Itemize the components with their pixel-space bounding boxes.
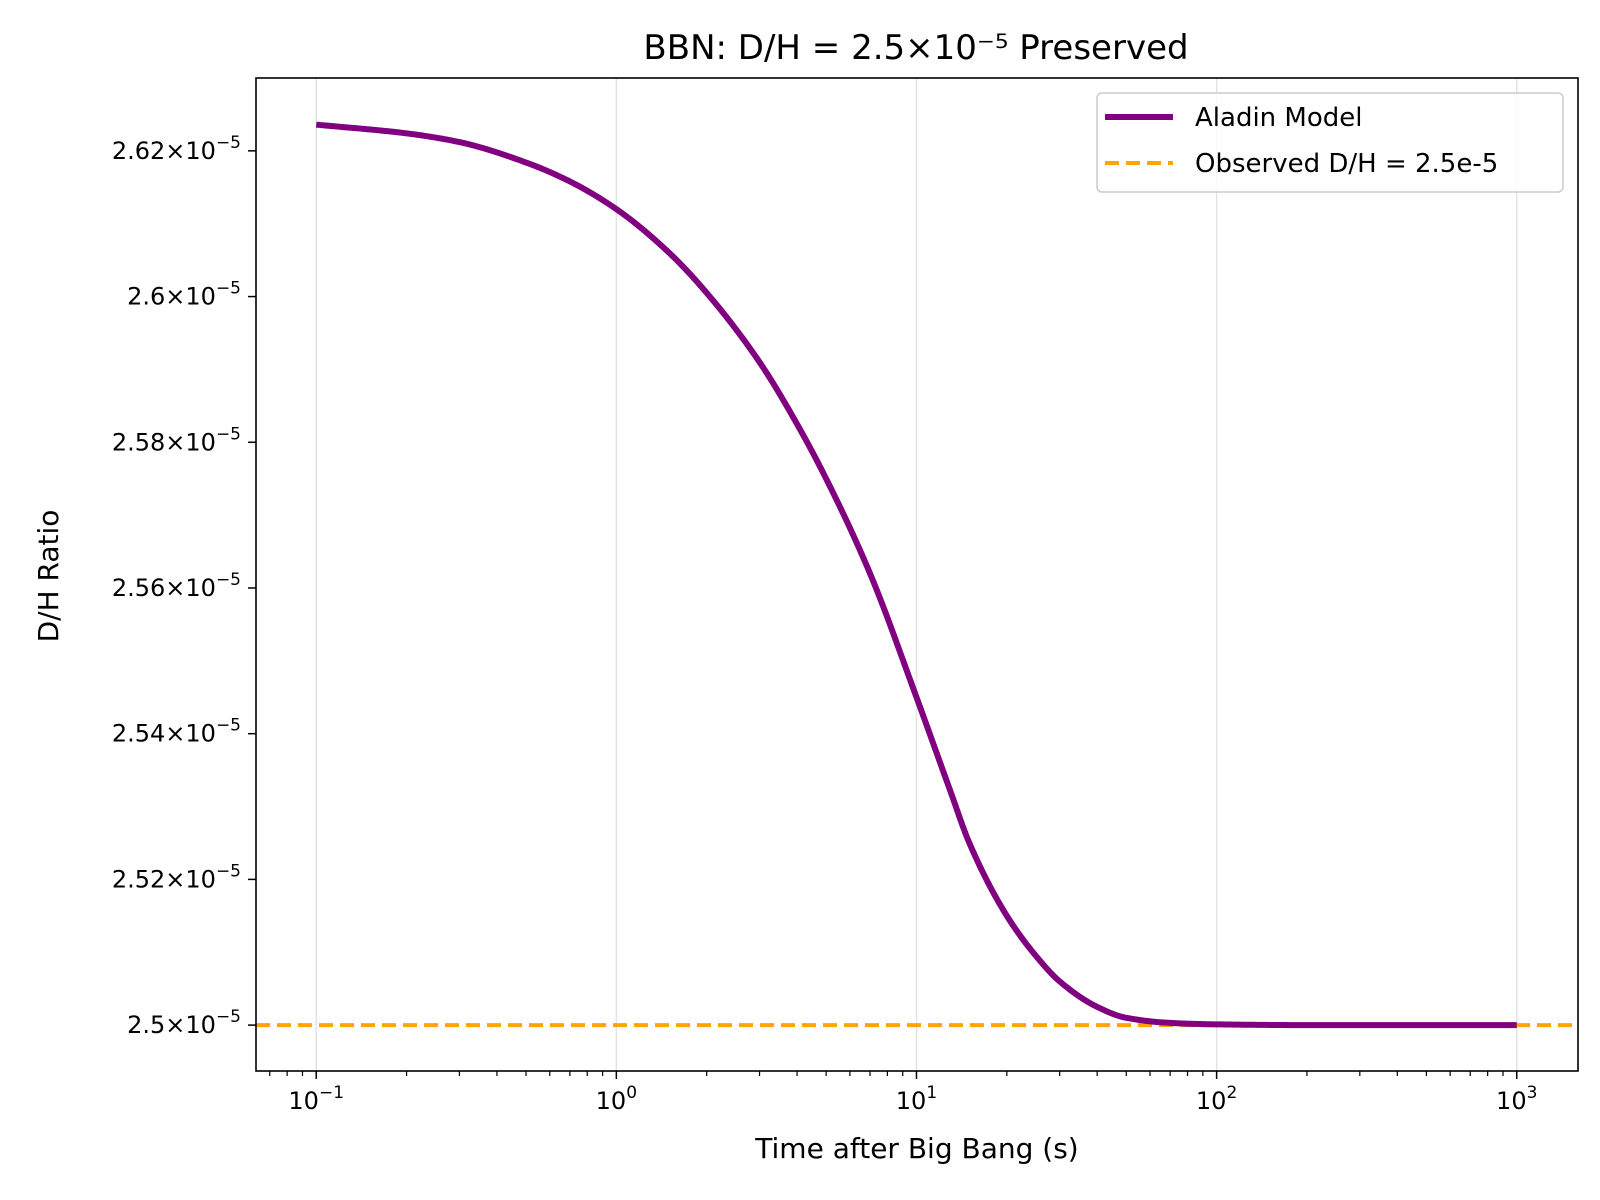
y-tick-label: 2.58×10−5 (112, 424, 241, 456)
y-tick-label: 2.52×10−5 (112, 861, 241, 893)
legend-box (1096, 92, 1564, 193)
y-tick-label: 2.56×10−5 (112, 570, 241, 602)
legend-label-observed: Observed D/H = 2.5e-5 (1195, 149, 1498, 179)
x-tick-label: 10−1 (288, 1083, 344, 1115)
y-tick-label: 2.5×10−5 (127, 1007, 241, 1039)
series-layer (256, 121, 1578, 1029)
y-tick-label: 2.54×10−5 (112, 716, 241, 748)
x-axis-label: Time after Big Bang (s) (754, 1132, 1078, 1165)
x-tick-label: 102 (1196, 1083, 1237, 1115)
y-tick-label: 2.62×10−5 (112, 133, 241, 165)
x-axis: 10−1 100 101 102 103 (269, 1071, 1537, 1115)
y-tick-label: 2.6×10−5 (127, 279, 241, 311)
chart-title: BBN: D/H = 2.5×10⁻⁵ Preserved (643, 28, 1188, 68)
grid-layer (315, 78, 1518, 1071)
legend: Aladin Model Observed D/H = 2.5e-5 (1096, 92, 1564, 193)
y-axis-label: D/H Ratio (32, 510, 65, 643)
x-tick-label: 101 (896, 1083, 937, 1115)
y-axis: 2.5×10−5 2.52×10−5 2.54×10−5 2.56×10−5 2.58×… (112, 133, 256, 1039)
series-aladin-model-line (315, 121, 1517, 1029)
x-tick-label: 103 (1496, 1083, 1537, 1115)
legend-label-aladin-model: Aladin Model (1195, 103, 1362, 133)
x-tick-label: 100 (596, 1083, 637, 1115)
